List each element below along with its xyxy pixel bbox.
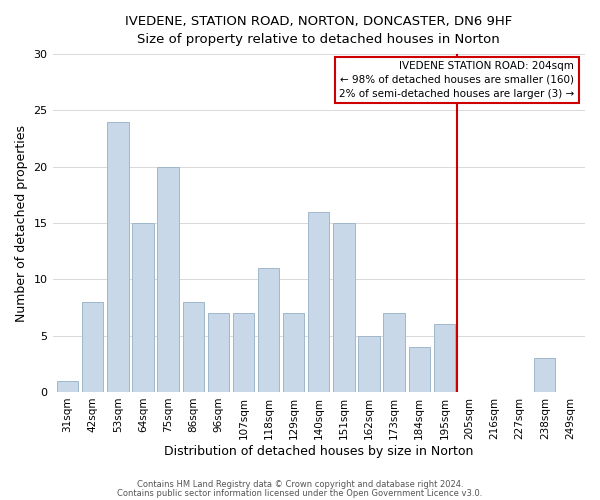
Bar [57, 380, 78, 392]
Bar [107, 122, 128, 392]
Bar [82, 302, 103, 392]
Bar [434, 324, 455, 392]
Bar [233, 313, 254, 392]
Bar [132, 223, 154, 392]
Y-axis label: Number of detached properties: Number of detached properties [15, 124, 28, 322]
Bar [308, 212, 329, 392]
Title: IVEDENE, STATION ROAD, NORTON, DONCASTER, DN6 9HF
Size of property relative to d: IVEDENE, STATION ROAD, NORTON, DONCASTER… [125, 15, 512, 46]
Bar [283, 313, 304, 392]
Bar [409, 347, 430, 392]
Bar [208, 313, 229, 392]
Bar [333, 223, 355, 392]
Bar [182, 302, 204, 392]
Bar [534, 358, 556, 392]
Bar [157, 166, 179, 392]
Text: Contains HM Land Registry data © Crown copyright and database right 2024.: Contains HM Land Registry data © Crown c… [137, 480, 463, 489]
X-axis label: Distribution of detached houses by size in Norton: Distribution of detached houses by size … [164, 444, 473, 458]
Bar [383, 313, 405, 392]
Text: Contains public sector information licensed under the Open Government Licence v3: Contains public sector information licen… [118, 489, 482, 498]
Text: IVEDENE STATION ROAD: 204sqm
← 98% of detached houses are smaller (160)
2% of se: IVEDENE STATION ROAD: 204sqm ← 98% of de… [339, 61, 574, 99]
Bar [358, 336, 380, 392]
Bar [258, 268, 279, 392]
